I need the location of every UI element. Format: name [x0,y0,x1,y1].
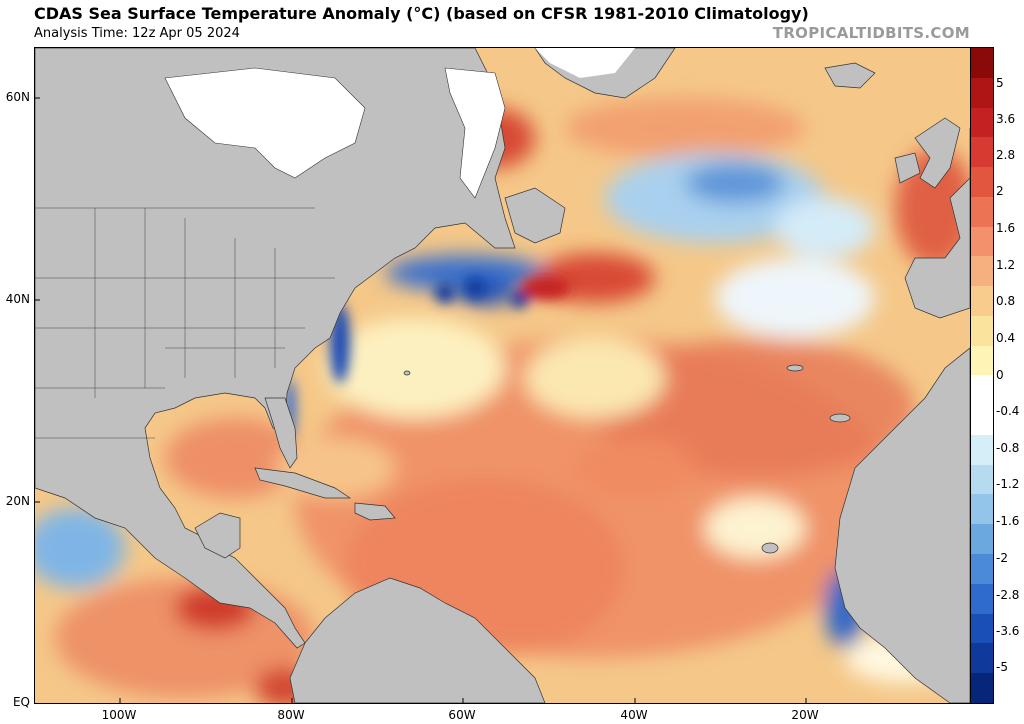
watermark: TROPICALTIDBITS.COM [772,24,970,42]
hudson-bay [164,67,366,179]
canary-islands [829,413,851,423]
cape-verde [761,542,779,554]
colorbar-label: 5 [996,76,1004,90]
ice-cover [164,48,635,199]
south-america [289,577,546,703]
colorbar-label: -2.8 [996,588,1020,602]
lon-label-60w: 60W [448,708,476,722]
colorbar-segment [971,256,993,287]
lat-label-eq: EQ [12,695,30,709]
colorbar-segment [971,345,993,376]
colorbar-segment [971,673,993,703]
colorbar-label: 0 [996,368,1004,382]
colorbar-segment [971,643,993,674]
bermuda [403,370,411,376]
colorbar-segment [971,107,993,138]
colorbar-segment [971,196,993,227]
colorbar-segment [971,583,993,614]
colorbar-segment [971,77,993,108]
colorbar-label: 3.6 [996,112,1016,126]
colorbar-label: -2 [996,551,1008,565]
hispaniola [354,502,396,521]
lon-label-20w: 20W [791,708,819,722]
labrador-sea-ice [444,67,506,199]
iceland [824,62,876,89]
lon-label-100w: 100W [101,708,137,722]
colorbar-segment [971,613,993,644]
british-isles [914,117,961,189]
colorbar-label: 1.2 [996,258,1016,272]
newfoundland [504,187,566,244]
colorbar-segment [971,167,993,197]
colorbar-label: 2.8 [996,148,1016,162]
colorbar-segment [971,524,993,555]
colorbar-label: 0.8 [996,294,1016,308]
lat-label-20n: 20N [5,494,30,508]
colorbar-segment [971,464,993,495]
colorbar-segment [971,315,993,346]
cuba [254,467,352,499]
colorbar-label: -0.8 [996,441,1020,455]
state-borders [35,207,335,439]
colorbar-segment [971,375,993,406]
azores [786,364,804,372]
colorbar-segment [971,286,993,316]
sst-anomaly-map [34,47,971,704]
lon-label-40w: 40W [620,708,648,722]
anomaly-field [35,48,970,703]
colorbar-segment [971,405,993,435]
map-title: CDAS Sea Surface Temperature Anomaly (°C… [34,4,809,23]
colorbar-label: -1.2 [996,477,1020,491]
lat-label-40n: 40N [5,292,30,306]
lat-label-60n: 60N [5,90,30,104]
analysis-time: Analysis Time: 12z Apr 05 2024 [34,26,240,41]
colorbar-label: 1.6 [996,221,1016,235]
colorbar-label: 2 [996,184,1004,198]
graticule [35,97,807,703]
colorbar-label: -1.6 [996,514,1020,528]
colorbar-label: -3.6 [996,624,1020,638]
europe [904,128,970,319]
colorbar-label: -5 [996,660,1008,674]
colorbar [970,47,994,704]
colorbar-segment [971,137,993,168]
florida [264,397,298,469]
colorbar-segment [971,226,993,257]
colorbar-label: 0.4 [996,331,1016,345]
ireland [894,152,921,184]
lon-label-80w: 80W [277,708,305,722]
greenland-coastal-ice [535,48,635,78]
yucatan [194,512,241,559]
colorbar-label: -0.4 [996,404,1020,418]
colorbar-segment [971,494,993,525]
colorbar-segment [971,554,993,584]
colorbar-segment [971,434,993,465]
africa [834,347,970,703]
colorbar-segment [971,48,993,78]
